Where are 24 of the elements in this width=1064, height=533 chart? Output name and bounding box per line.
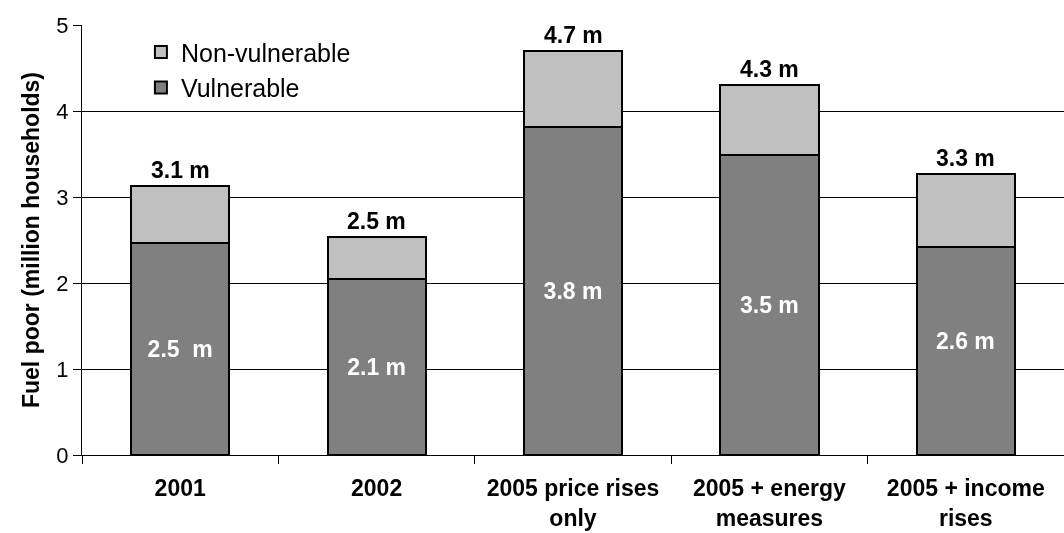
y-axis-title: Fuel poor (million households) <box>17 71 44 409</box>
x-tick-label: 2005 + energy measures <box>692 474 846 531</box>
total-label: 3.3 m <box>936 145 995 171</box>
total-label: 3.1 m <box>151 157 210 183</box>
legend-label: Non-vulnerable <box>180 38 351 67</box>
data-label: 2.1 m <box>347 353 407 380</box>
y-tick-label: 3 <box>56 184 69 210</box>
y-tick-label: 1 <box>56 356 69 382</box>
y-tick-label: 0 <box>56 442 69 468</box>
legend-label: Vulnerable <box>180 74 300 103</box>
data-label: 3.5 m <box>739 291 799 318</box>
total-label: 4.3 m <box>740 56 799 82</box>
total-label: 4.7 m <box>544 22 603 48</box>
total-label: 2.5 m <box>347 208 406 234</box>
annotation: 2.6 m <box>936 328 995 354</box>
y-tick-label: 5 <box>56 12 69 38</box>
y-tick-label: 2 <box>56 270 69 296</box>
x-tick-label: 2005 + income rises <box>886 474 1045 531</box>
data-label: 2.5 m <box>147 335 213 362</box>
y-tick-label: 4 <box>56 98 69 124</box>
x-tick-label: 2001 <box>154 474 206 501</box>
x-tick-label: 2005 price rises only <box>486 474 660 531</box>
data-label: 3.8 m <box>543 278 603 305</box>
x-tick-label: 2002 <box>351 474 403 501</box>
